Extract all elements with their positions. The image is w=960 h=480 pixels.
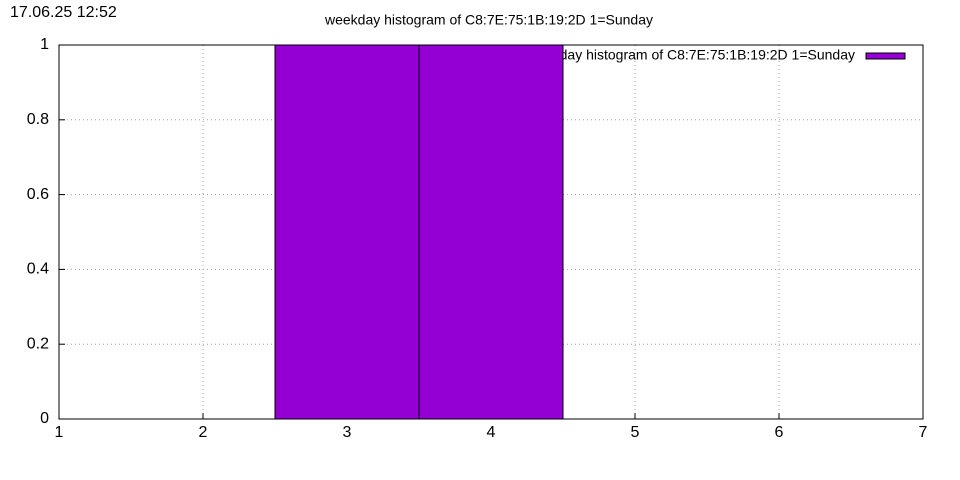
bar	[418, 44, 564, 420]
tick-labels: 0 0.2 0.4 0.6 0.8 1 1 2 3 4 5 6 7	[27, 36, 928, 441]
y-tick-label: 1	[40, 36, 49, 53]
x-tick-label: 4	[487, 424, 496, 441]
x-tick-label: 5	[631, 424, 640, 441]
x-tick-label: 2	[199, 424, 208, 441]
x-tick-label: 3	[343, 424, 352, 441]
marks	[274, 44, 564, 420]
y-tick-label: 0.4	[27, 261, 49, 278]
x-tick-label: 6	[775, 424, 784, 441]
y-tick-label: 0.2	[27, 335, 49, 352]
bar	[274, 44, 420, 420]
x-tick-label: 1	[55, 424, 64, 441]
legend: weekday histogram of C8:7E:75:1B:19:2D 1…	[526, 47, 906, 63]
y-tick-label: 0	[40, 410, 49, 427]
legend-swatch	[865, 52, 906, 60]
chart-title: weekday histogram of C8:7E:75:1B:19:2D 1…	[324, 12, 653, 28]
y-tick-label: 0.6	[27, 186, 49, 203]
timestamp: 17.06.25 12:52	[10, 4, 117, 21]
y-tick-label: 0.8	[27, 111, 49, 128]
x-tick-label: 7	[919, 424, 928, 441]
plot-frame	[58, 44, 924, 420]
legend-label: weekday histogram of C8:7E:75:1B:19:2D 1…	[526, 47, 855, 63]
